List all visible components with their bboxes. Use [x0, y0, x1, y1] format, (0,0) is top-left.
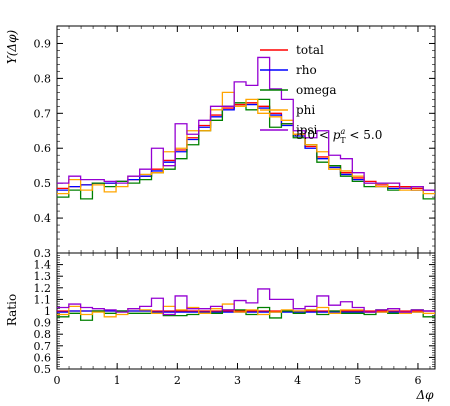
- top-y-tick-label: 0.5: [34, 177, 52, 190]
- top-panel: 0.3 0.4 0.5 0.6 0.7 0.8 0.9: [34, 25, 436, 260]
- ratio-y-tick-label: 0.9: [34, 317, 52, 330]
- x-tick-label: 6: [414, 374, 421, 387]
- top-y-tick-label: 0.9: [34, 37, 52, 50]
- ratio-y-tick-label: 1.2: [34, 282, 52, 295]
- legend-label-jpsi: jpsi: [294, 123, 318, 137]
- ratio-y-tick-label: 0.8: [34, 328, 52, 341]
- x-tick-label: 3: [234, 374, 241, 387]
- ratio-y-tick-label: 1.4: [34, 259, 52, 272]
- top-y-tick-label: 0.3: [34, 247, 52, 260]
- x-tick-label: 5: [354, 374, 361, 387]
- ratio-y-tick-label: 0.5: [34, 363, 52, 376]
- ratio-y-tick-label: 0.6: [34, 351, 52, 364]
- legend-label-phi: phi: [296, 103, 315, 117]
- ratio-y-tick-label: 1.3: [34, 270, 52, 283]
- x-tick-label: 4: [294, 374, 301, 387]
- legend-label-total: total: [296, 43, 324, 57]
- ratio-y-axis-title: Ratio: [5, 294, 19, 326]
- top-series-total: [57, 102, 435, 191]
- x-tick-label: 1: [114, 374, 121, 387]
- top-y-tick-label: 0.7: [34, 107, 52, 120]
- top-y-tick-label: 0.8: [34, 72, 52, 85]
- top-y-axis-title: Y(Δφ): [5, 30, 19, 65]
- x-tick-label: 0: [54, 374, 61, 387]
- x-tick-label: 2: [174, 374, 181, 387]
- ratio-y-tick-label: 1: [44, 305, 51, 318]
- top-y-tick-label: 0.6: [34, 142, 52, 155]
- legend-label-omega: omega: [296, 83, 337, 97]
- legend: total rho omega phi jpsi: [260, 43, 337, 137]
- ratio-y-tick-label: 1.1: [34, 293, 52, 306]
- top-series-rho: [57, 103, 435, 191]
- x-axis-title: Δφ: [415, 388, 434, 402]
- top-y-tick-label: 0.4: [34, 212, 52, 225]
- ratio-series-jpsi: [57, 288, 435, 316]
- ratio-panel: 0.50.60.70.80.911.11.21.31.40 1 2 3 4 5 6: [34, 252, 436, 387]
- top-series-omega: [57, 98, 435, 200]
- ratio-y-tick-label: 0.7: [34, 340, 52, 353]
- top-series-jpsi: [57, 56, 435, 191]
- legend-label-rho: rho: [296, 63, 317, 77]
- pt-range-annotation: 3.0 < pa T < 5.0: [296, 127, 382, 145]
